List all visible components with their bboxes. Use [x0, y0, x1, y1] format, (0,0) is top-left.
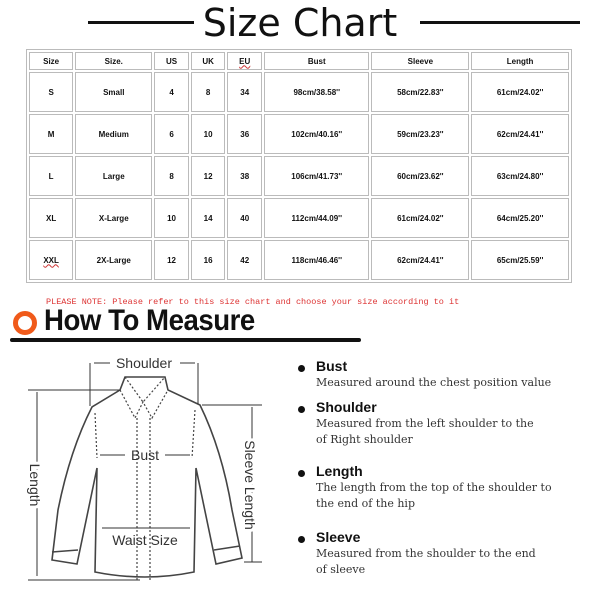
- column-header: Sleeve: [371, 52, 470, 70]
- column-header: Bust: [263, 52, 370, 70]
- bullet-icon: [298, 536, 305, 543]
- title-rule-right: [420, 21, 580, 24]
- bust-label: Bust: [131, 447, 159, 463]
- bullet-icon: [298, 406, 305, 413]
- table-cell: 62cm/24.41'': [371, 240, 470, 280]
- title-rule-left: [88, 21, 194, 24]
- measure-description: of Right shoulder: [316, 433, 413, 446]
- table-cell: L: [29, 156, 74, 196]
- table-cell: 8: [154, 156, 189, 196]
- table-cell: 65cm/25.59'': [471, 240, 569, 280]
- table-cell: 106cm/41.73'': [263, 156, 370, 196]
- measure-description: Measured from the shoulder to the end: [316, 547, 536, 560]
- section-rule: [10, 338, 361, 342]
- table-cell: 58cm/22.83'': [371, 72, 470, 112]
- table-cell: 14: [190, 198, 226, 238]
- table-row: S Small 4 8 34 98cm/38.58'' 58cm/22.83'' 61cm/2…: [29, 72, 569, 112]
- table-cell: Large: [75, 156, 153, 196]
- bullet-icon: [298, 365, 305, 372]
- table-row: L Large 8 12 38 106cm/41.73'' 60cm/23.62'' 63cm…: [29, 156, 569, 196]
- column-header: UK: [190, 52, 226, 70]
- table-cell: M: [29, 114, 74, 154]
- bullet-icon: [298, 470, 305, 477]
- table-row: XXL 2X-Large 12 16 42 118cm/46.46'' 62cm/24.41…: [29, 240, 569, 280]
- table-cell: 4: [154, 72, 189, 112]
- circle-bullet-icon: [13, 311, 37, 335]
- waist-label: Waist Size: [112, 532, 178, 548]
- table-cell: X-Large: [75, 198, 153, 238]
- length-label: Length: [27, 464, 43, 507]
- table-cell: 40: [227, 198, 262, 238]
- measure-description: Measured around the chest position value: [316, 376, 552, 389]
- table-cell: 6: [154, 114, 189, 154]
- column-header: EU: [227, 52, 262, 70]
- table-cell: 10: [190, 114, 226, 154]
- table-cell: 112cm/44.09'': [263, 198, 370, 238]
- table-cell: 64cm/25.20'': [471, 198, 569, 238]
- table-cell: 12: [154, 240, 189, 280]
- table-cell: 98cm/38.58'': [263, 72, 370, 112]
- column-header: Length: [471, 52, 569, 70]
- table-cell: 38: [227, 156, 262, 196]
- measure-name: Shoulder: [316, 399, 377, 415]
- shirt-seams: [94, 376, 196, 580]
- table-cell: 36: [227, 114, 262, 154]
- table-cell: 16: [190, 240, 226, 280]
- table-cell: 42: [227, 240, 262, 280]
- measure-name: Sleeve: [316, 529, 361, 545]
- size-note: PLEASE NOTE: Please refer to this size c…: [46, 297, 460, 307]
- table-cell: 62cm/24.41'': [471, 114, 569, 154]
- table-cell: 34: [227, 72, 262, 112]
- sleeve-length-label: Sleeve Length: [242, 440, 258, 530]
- table-cell: 59cm/23.23'': [371, 114, 470, 154]
- table-cell: XL: [29, 198, 74, 238]
- column-header: US: [154, 52, 189, 70]
- page-title: Size Chart: [202, 1, 398, 45]
- table-cell: Medium: [75, 114, 153, 154]
- table-cell: 102cm/40.16'': [263, 114, 370, 154]
- table-cell: 61cm/24.02'': [371, 198, 470, 238]
- measure-description: The length from the top of the shoulder …: [316, 481, 552, 494]
- table-cell: 118cm/46.46'': [263, 240, 370, 280]
- table-row: M Medium 6 10 36 102cm/40.16'' 59cm/23.23'' 62c…: [29, 114, 569, 154]
- shoulder-label: Shoulder: [116, 355, 172, 371]
- table-cell: 63cm/24.80'': [471, 156, 569, 196]
- measure-name: Length: [316, 463, 363, 479]
- size-table: Size Size. US UK EU Bust Sleeve Length S Small 4 8…: [26, 49, 572, 283]
- measure-lines: [28, 362, 262, 581]
- table-cell: XXL: [29, 240, 74, 280]
- measure-description: Measured from the left shoulder to the: [316, 417, 534, 430]
- table-cell: 12: [190, 156, 226, 196]
- table-cell: 2X-Large: [75, 240, 153, 280]
- shirt-diagram: Shoulder Bust Waist Size Length Sleeve L…: [24, 355, 262, 581]
- table-row: XL X-Large 10 14 40 112cm/44.09'' 61cm/24.02''…: [29, 198, 569, 238]
- measure-name: Bust: [316, 358, 348, 374]
- table-cell: Small: [75, 72, 153, 112]
- table-cell: 10: [154, 198, 189, 238]
- table-cell: S: [29, 72, 74, 112]
- how-to-measure-title: How To Measure: [44, 304, 255, 337]
- measure-description: the end of the hip: [316, 497, 415, 510]
- measure-description: of sleeve: [316, 563, 366, 576]
- column-header: Size.: [75, 52, 153, 70]
- table-cell: 60cm/23.62'': [371, 156, 470, 196]
- table-cell: 8: [190, 72, 226, 112]
- column-header: Size: [29, 52, 74, 70]
- shirt-outline: [51, 376, 243, 578]
- table-cell: 61cm/24.02'': [471, 72, 569, 112]
- table-header-row: Size Size. US UK EU Bust Sleeve Length: [29, 52, 569, 70]
